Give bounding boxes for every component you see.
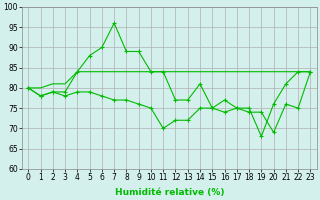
- X-axis label: Humidité relative (%): Humidité relative (%): [115, 188, 224, 197]
